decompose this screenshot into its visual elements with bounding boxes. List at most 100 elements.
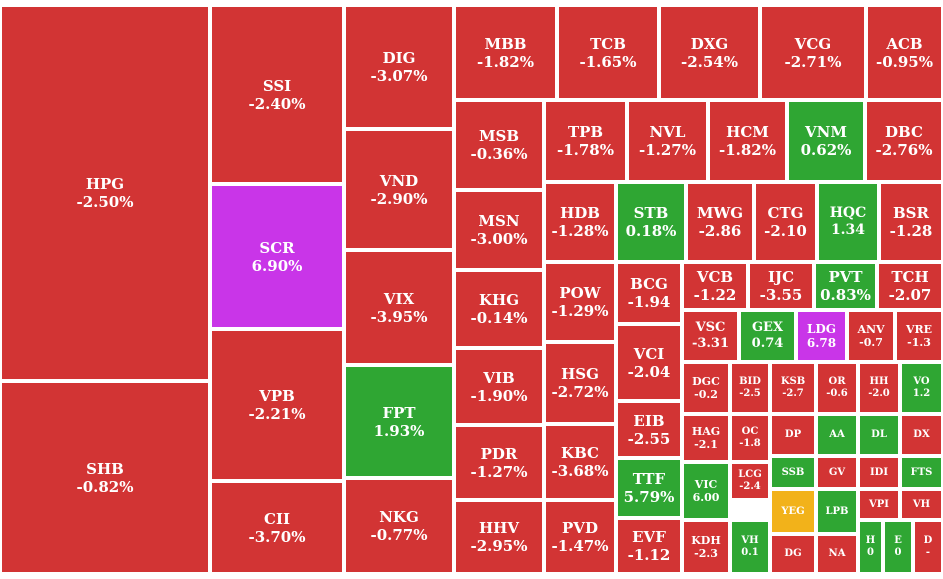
heatmap-tile-pvt[interactable]: PVT 0.83% (814, 262, 877, 310)
tile-change: 0.1 (741, 547, 759, 558)
heatmap-tile-hsg[interactable]: HSG -2.72% (544, 342, 616, 424)
heatmap-tile-dxg[interactable]: DXG -2.54% (659, 5, 760, 100)
heatmap-tile-msn[interactable]: MSN -3.00% (454, 190, 544, 270)
heatmap-tile-vnm[interactable]: VNM 0.62% (787, 100, 865, 182)
tile-change: 0.83% (820, 286, 871, 304)
heatmap-tile-msb[interactable]: MSB -0.36% (454, 100, 544, 190)
heatmap-tile-vo[interactable]: VO 1.2 (900, 362, 943, 414)
heatmap-tile-ssi[interactable]: SSI -2.40% (210, 5, 344, 184)
heatmap-tile-fpt[interactable]: FPT 1.93% (344, 365, 454, 478)
heatmap-tile-hpg[interactable]: HPG -2.50% (0, 5, 210, 381)
heatmap-tile-ijc[interactable]: IJC -3.55 (748, 262, 814, 310)
tile-symbol: VIC (694, 477, 718, 491)
tile-symbol: HH (869, 376, 889, 387)
tile-change: -2.55 (627, 429, 671, 448)
heatmap-tile-mwg[interactable]: MWG -2.86 (686, 182, 754, 262)
heatmap-tile-bsr[interactable]: BSR -1.28 (879, 182, 943, 262)
heatmap-tile-ctg[interactable]: CTG -2.10 (754, 182, 817, 262)
heatmap-tile-oc[interactable]: OC -1.8 (730, 414, 770, 462)
heatmap-tile-fts[interactable]: FTS (900, 456, 943, 489)
heatmap-tile-d[interactable]: D- (913, 520, 943, 574)
heatmap-tile-kbc[interactable]: KBC -3.68% (544, 424, 616, 500)
heatmap-tile-mbb[interactable]: MBB -1.82% (454, 5, 557, 100)
heatmap-tile-kdh[interactable]: KDH -2.3 (682, 520, 730, 574)
heatmap-tile-tch[interactable]: TCH -2.07 (877, 262, 943, 310)
tile-symbol: FPT (382, 403, 416, 422)
heatmap-tile-bcg[interactable]: BCG -1.94 (616, 262, 682, 324)
tile-symbol: VRE (905, 322, 933, 336)
heatmap-tile-dl[interactable]: DL (858, 414, 900, 456)
heatmap-tile-or[interactable]: OR -0.6 (816, 362, 858, 414)
heatmap-tile-scr[interactable]: SCR 6.90% (210, 184, 344, 329)
heatmap-tile-vsc[interactable]: VSC -3.31 (682, 310, 739, 362)
heatmap-tile-eib[interactable]: EIB -2.55 (616, 401, 682, 458)
heatmap-tile-ttf[interactable]: TTF 5.79% (616, 458, 682, 518)
heatmap-tile-ldg[interactable]: LDG 6.78 (796, 310, 847, 362)
heatmap-tile-tcb[interactable]: TCB -1.65% (557, 5, 659, 100)
tile-change: -0.7 (859, 336, 883, 349)
heatmap-tile-anv[interactable]: ANV -0.7 (847, 310, 895, 362)
heatmap-tile-vix[interactable]: VIX -3.95% (344, 250, 454, 365)
heatmap-tile-idi[interactable]: IDI (858, 456, 900, 489)
heatmap-tile-vnd[interactable]: VND -2.90% (344, 129, 454, 250)
heatmap-tile-na[interactable]: NA (816, 534, 858, 574)
heatmap-tile-vcg[interactable]: VCG -2.71% (760, 5, 866, 100)
tile-change: -1.82% (718, 141, 776, 159)
heatmap-tile-vre[interactable]: VRE -1.3 (895, 310, 943, 362)
heatmap-tile-bid[interactable]: BID -2.5 (730, 362, 770, 414)
heatmap-tile-vh-2[interactable]: VH 0.1 (730, 520, 770, 574)
heatmap-tile-evf[interactable]: EVF -1.12 (616, 518, 682, 574)
heatmap-tile-nvl[interactable]: NVL -1.27% (627, 100, 708, 182)
heatmap-tile-ksb[interactable]: KSB -2.7 (770, 362, 816, 414)
heatmap-tile-lpb[interactable]: LPB (816, 489, 858, 534)
heatmap-tile-gv[interactable]: GV (816, 456, 858, 489)
tile-symbol: VIX (383, 289, 415, 308)
heatmap-tile-lcg[interactable]: LCG -2.4 (730, 462, 770, 500)
heatmap-tile-gex[interactable]: GEX 0.74 (739, 310, 796, 362)
heatmap-tile-vib[interactable]: VIB -1.90% (454, 348, 544, 425)
tile-change: -1.28 (889, 222, 933, 240)
heatmap-tile-vh[interactable]: VH (900, 489, 943, 520)
tile-symbol: GV (828, 466, 846, 478)
tile-symbol: STB (633, 204, 669, 222)
heatmap-tile-dbc[interactable]: DBC -2.76% (865, 100, 943, 182)
heatmap-tile-khg[interactable]: KHG -0.14% (454, 270, 544, 348)
heatmap-tile-hcm[interactable]: HCM -1.82% (708, 100, 787, 182)
heatmap-tile-dgc[interactable]: DGC -0.2 (682, 362, 730, 414)
heatmap-tile-hdb[interactable]: HDB -1.28% (544, 182, 616, 262)
tile-change: 6.00 (692, 491, 720, 504)
heatmap-tile-pdr[interactable]: PDR -1.27% (454, 425, 544, 500)
heatmap-tile-vpi[interactable]: VPI (858, 489, 900, 520)
heatmap-tile-vci[interactable]: VCI -2.04 (616, 324, 682, 401)
heatmap-tile-pvd[interactable]: PVD -1.47% (544, 500, 616, 574)
heatmap-tile-shb[interactable]: SHB -0.82% (0, 381, 210, 574)
heatmap-tile-nkg[interactable]: NKG -0.77% (344, 478, 454, 574)
heatmap-tile-dp[interactable]: DP (770, 414, 816, 456)
heatmap-tile-stb[interactable]: STB 0.18% (616, 182, 686, 262)
heatmap-tile-hqc[interactable]: HQC 1.34 (817, 182, 879, 262)
heatmap-tile-dig[interactable]: DIG -3.07% (344, 5, 454, 129)
heatmap-tile-dg[interactable]: DG (770, 534, 816, 574)
heatmap-tile-dx[interactable]: DX (900, 414, 943, 456)
heatmap-tile-hag[interactable]: HAG -2.1 (682, 414, 730, 462)
tile-symbol: GEX (751, 320, 784, 336)
tile-change: -2.50% (76, 193, 134, 211)
heatmap-tile-aa[interactable]: AA (816, 414, 858, 456)
tile-symbol: VNM (805, 123, 847, 141)
tile-change: 1.2 (912, 388, 931, 399)
heatmap-tile-vpb[interactable]: VPB -2.21% (210, 329, 344, 481)
tile-symbol: HHV (479, 519, 519, 537)
heatmap-tile-tpb[interactable]: TPB -1.78% (544, 100, 627, 182)
tile-symbol: EVF (632, 528, 666, 546)
heatmap-tile-vcb[interactable]: VCB -1.22 (682, 262, 748, 310)
heatmap-tile-cii[interactable]: CII -3.70% (210, 481, 344, 574)
heatmap-tile-hh[interactable]: HH -2.0 (858, 362, 900, 414)
heatmap-tile-yeg[interactable]: YEG (770, 489, 816, 534)
heatmap-tile-ssb[interactable]: SSB (770, 456, 816, 489)
heatmap-tile-hhv[interactable]: HHV -2.95% (454, 500, 544, 574)
heatmap-tile-acb[interactable]: ACB -0.95% (866, 5, 943, 100)
heatmap-tile-vic[interactable]: VIC 6.00 (682, 462, 730, 520)
heatmap-tile-pow[interactable]: POW -1.29% (544, 262, 616, 342)
